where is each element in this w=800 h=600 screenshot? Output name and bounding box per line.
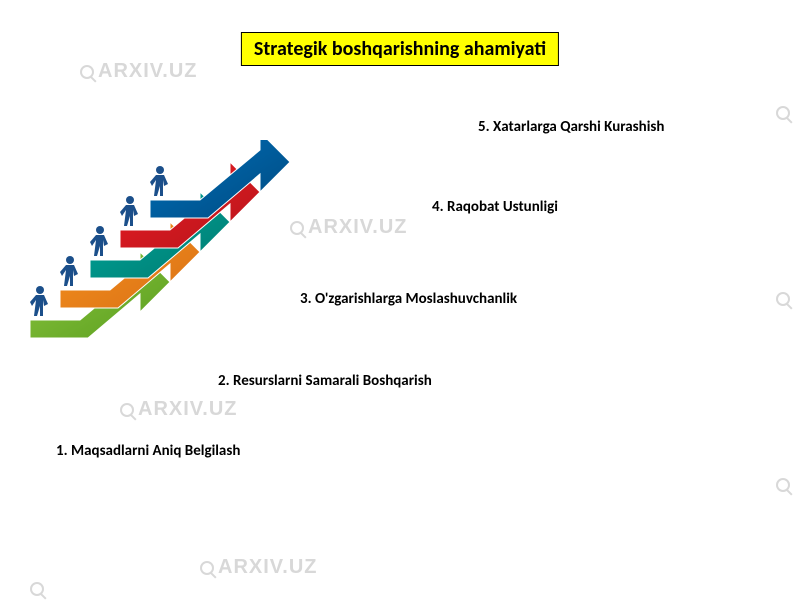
arrows-chart xyxy=(30,140,290,380)
page-title: Strategik boshqarishning ahamiyati xyxy=(241,32,559,66)
watermark: ARXIV.UZ xyxy=(290,216,408,239)
watermark-text: ARXIV.UZ xyxy=(308,216,408,238)
list-item-2: 2. Resurslarni Samarali Boshqarish xyxy=(218,372,432,390)
list-item-4: 4. Raqobat Ustunligi xyxy=(432,198,558,216)
watermark-text: ARXIV.UZ xyxy=(218,556,318,578)
watermark: ARXIV.UZ xyxy=(120,398,238,421)
watermark-dot xyxy=(776,476,794,494)
watermark-dot xyxy=(30,580,48,598)
watermark-dot xyxy=(776,290,794,308)
list-item-3: 3. O'zgarishlarga Moslashuvchanlik xyxy=(300,290,517,308)
watermark: ARXIV.UZ xyxy=(200,556,318,579)
watermark-dot xyxy=(776,104,794,122)
list-item-1: 1. Maqsadlarni Aniq Belgilash xyxy=(56,442,240,460)
list-item-5: 5. Xatarlarga Qarshi Kurashish xyxy=(478,118,664,136)
watermark-text: ARXIV.UZ xyxy=(98,60,198,82)
watermark-text: ARXIV.UZ xyxy=(138,398,238,420)
watermark: ARXIV.UZ xyxy=(80,60,198,83)
